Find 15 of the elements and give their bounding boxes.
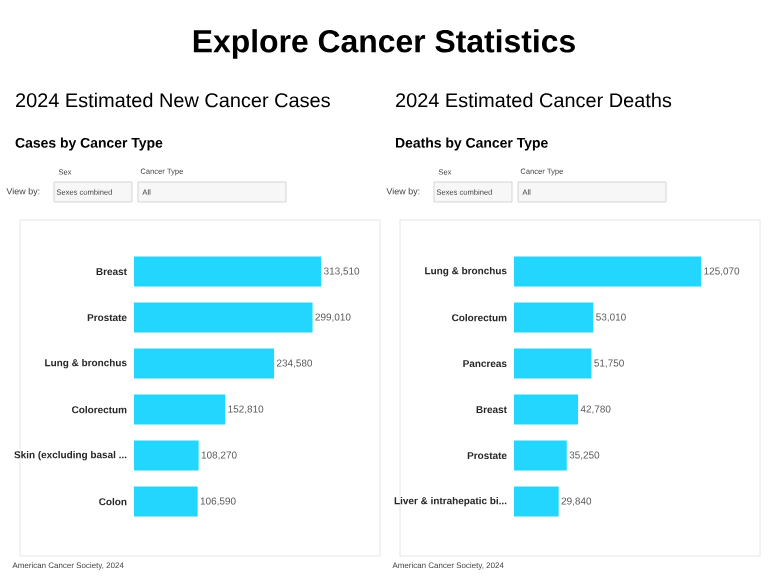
- bar: [514, 348, 592, 379]
- chart-title: 2024 Estimated Cancer Deaths: [396, 92, 672, 108]
- bar: [134, 486, 198, 517]
- bar: [514, 256, 702, 287]
- bar: [134, 348, 275, 379]
- bar: [134, 440, 199, 471]
- bar: [514, 440, 567, 471]
- bar: [134, 256, 322, 287]
- chart-title: 2024 Estimated New Cancer Cases: [16, 92, 330, 108]
- bar: [134, 394, 226, 425]
- bar: [514, 394, 579, 425]
- text: Explore Cancer Statistics: [193, 29, 575, 59]
- bar: [134, 302, 313, 333]
- bar: [514, 302, 594, 333]
- bar: [514, 486, 559, 517]
